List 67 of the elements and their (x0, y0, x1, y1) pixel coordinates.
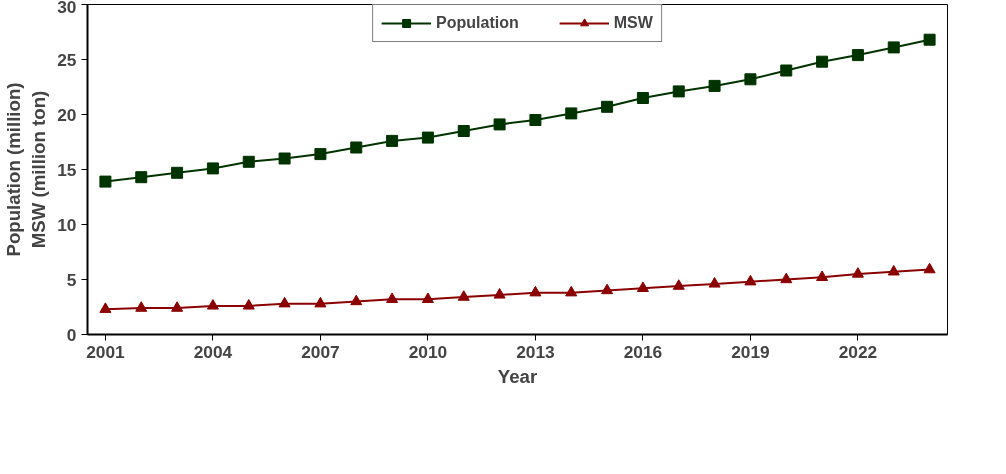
y-tick-label: 5 (66, 269, 77, 290)
point (780, 272, 793, 284)
legend-label: Population (436, 14, 519, 32)
point (206, 299, 219, 310)
point (314, 148, 327, 161)
point (314, 296, 327, 308)
y-tick-label: 20 (57, 104, 77, 125)
point (457, 290, 470, 301)
point (708, 277, 721, 288)
point (923, 33, 936, 46)
point (386, 292, 399, 303)
point (171, 166, 184, 179)
point (493, 118, 506, 131)
point (744, 274, 757, 286)
point (887, 41, 900, 54)
point (350, 294, 363, 306)
point (887, 264, 900, 276)
point (171, 301, 184, 312)
point (206, 162, 219, 175)
point (816, 270, 829, 281)
y-tick-label: 25 (57, 49, 77, 70)
point (278, 296, 291, 308)
point (744, 73, 757, 86)
x-tick-label: 2001 (86, 341, 126, 362)
point (242, 155, 255, 168)
y-tick-label: 0 (66, 324, 77, 345)
point (386, 134, 399, 147)
point (421, 292, 434, 303)
point (851, 49, 864, 62)
point (135, 171, 148, 184)
y-tick-label: 30 (57, 0, 77, 17)
point (529, 114, 542, 126)
point (135, 301, 148, 312)
point (565, 285, 578, 297)
y-axis-title: Population (million) MSW (million ton) (3, 82, 50, 257)
point (601, 283, 614, 295)
y-tick-label: 15 (57, 159, 77, 180)
point (99, 175, 112, 188)
y-tick-label: 10 (57, 214, 77, 235)
point (816, 55, 829, 68)
point (672, 85, 685, 98)
point (565, 107, 578, 120)
point (708, 79, 721, 92)
x-tick-label: 2022 (838, 341, 878, 362)
x-tick-label: 2016 (623, 341, 663, 362)
x-tick-label: 2013 (516, 341, 556, 362)
point (636, 92, 649, 104)
point (278, 152, 291, 165)
point (636, 281, 649, 292)
point (457, 125, 470, 137)
point (529, 285, 542, 297)
point (851, 267, 864, 278)
point (421, 131, 434, 144)
point (672, 279, 685, 290)
x-tick-label: 2019 (731, 341, 770, 362)
x-tick-label: 2004 (193, 341, 233, 362)
point (780, 64, 793, 77)
point (493, 288, 506, 299)
x-tick-label: 2007 (301, 341, 340, 362)
legend-label: MSW (613, 14, 653, 32)
point (99, 302, 112, 313)
x-tick-label: 2010 (408, 341, 448, 362)
point (601, 100, 614, 113)
point (242, 299, 255, 310)
point (350, 141, 363, 154)
point (923, 262, 936, 274)
x-axis-title: Year (497, 365, 538, 387)
